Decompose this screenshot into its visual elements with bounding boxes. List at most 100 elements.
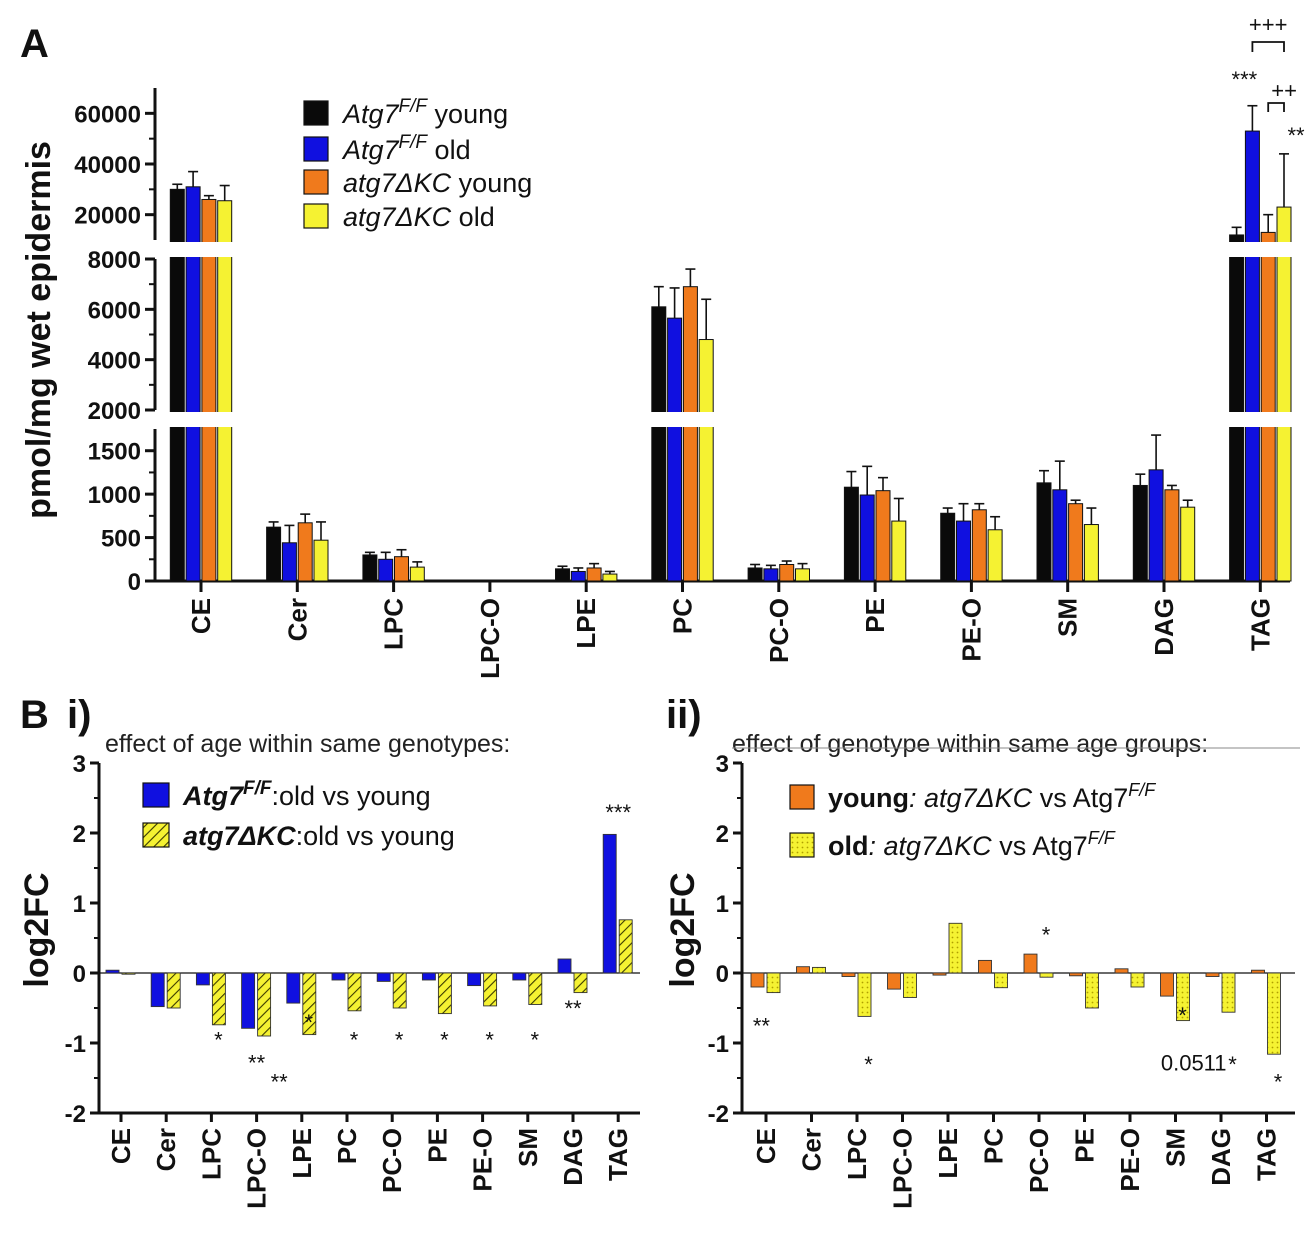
- chart-a-bar: [1229, 234, 1245, 582]
- chart-bi-legend-label: atg7ΔKC:old vs young: [183, 821, 455, 851]
- sig-label: **: [564, 996, 582, 1021]
- chart-bii-subtitle: effect of genotype within same age group…: [732, 730, 1208, 758]
- bar: [437, 972, 452, 1015]
- xtick-label: LPC: [842, 1128, 872, 1180]
- bar: [1069, 972, 1083, 977]
- ytick-label: 3: [73, 751, 86, 778]
- chart-a-legend-swatch: [303, 169, 329, 195]
- bar: [857, 972, 872, 1017]
- chart-a-bar: [747, 567, 763, 582]
- xtick-label: Cer: [797, 1128, 827, 1171]
- bar: [1130, 972, 1145, 988]
- chart-a-bar: [1132, 484, 1148, 582]
- xtick-label: DAG: [558, 1128, 588, 1186]
- chart-a-bar: [795, 568, 810, 582]
- bar: [903, 972, 917, 998]
- ytick-label: 0: [716, 961, 729, 988]
- bar: [750, 972, 765, 988]
- chart-bii-legend-swatch: [789, 832, 815, 858]
- sig-label: ***: [605, 800, 631, 825]
- bar: [1251, 969, 1265, 974]
- chart-a-xtick-label: PC-O: [764, 598, 794, 663]
- chart-a-bar: [651, 306, 667, 582]
- bar: [528, 972, 543, 1005]
- bar: [512, 972, 527, 981]
- bar: [467, 972, 482, 987]
- chart-a-xtick-label: PC: [668, 598, 698, 634]
- chart-a-bar: [313, 539, 329, 582]
- chart-bii: effect of genotype within same age group…: [664, 730, 1300, 1209]
- chart-a-bar: [217, 200, 233, 582]
- chart-a-bar: [1052, 489, 1068, 582]
- bar: [557, 958, 572, 974]
- chart-a-bar: [281, 542, 297, 582]
- bar: [286, 972, 301, 1004]
- ytick-label: -1: [708, 1031, 729, 1058]
- chart-a-ytick-label: 6000: [88, 297, 141, 324]
- chart-a-ytick-label: 40000: [74, 152, 141, 179]
- bar: [932, 972, 947, 976]
- ytick-label: 1: [716, 891, 729, 918]
- chart-bii-ylabel: log2FC: [664, 872, 702, 987]
- chart-a-legend-label: Atg7F/F young: [341, 96, 508, 129]
- chart-a-ytick-label: 500: [101, 526, 141, 553]
- chart-bi-legend-label: Atg7F/F:old vs young: [182, 778, 431, 811]
- bar: [376, 972, 391, 982]
- chart-a-bar: [1276, 206, 1292, 582]
- chart-a-ytick-label: 2000: [88, 398, 141, 425]
- sig-label: **: [753, 1014, 771, 1039]
- bar: [241, 972, 256, 1029]
- chart-a-bar: [506, 579, 522, 582]
- bar: [887, 972, 901, 990]
- chart-a-bar: [602, 573, 618, 582]
- chart-a-ytick-label: 4000: [88, 348, 141, 375]
- chart-bi-legend-swatch: [142, 782, 170, 808]
- ytick-label: -1: [65, 1031, 86, 1058]
- chart-a-xtick-label: Cer: [282, 598, 312, 641]
- ytick-label: 0: [73, 961, 86, 988]
- chart-a-bracket: [1251, 41, 1285, 52]
- chart-a-xtick-label: PE-O: [956, 598, 986, 662]
- chart-a: pmol/mg wet epidermis Atg7F/F youngAtg7F…: [20, 12, 1305, 679]
- bar: [195, 972, 210, 986]
- chart-a-ytick-label: 1000: [88, 482, 141, 509]
- sig-label: **: [271, 1070, 289, 1095]
- sig-label: *: [864, 1052, 873, 1077]
- bar: [421, 972, 436, 981]
- chart-a-ylabel: pmol/mg wet epidermis: [20, 141, 58, 519]
- panel-bii-label: ii): [666, 693, 702, 737]
- bar: [105, 969, 120, 974]
- chart-a-legend-label: atg7ΔKC old: [343, 202, 495, 232]
- bar: [1023, 953, 1038, 974]
- chart-a-bar: [971, 509, 987, 582]
- chart-a-bar: [394, 556, 409, 582]
- sig-label: *: [1228, 1052, 1237, 1077]
- bar: [1039, 972, 1054, 978]
- chart-a-sig-stars2: **: [1287, 123, 1305, 148]
- chart-bi-ylabel: log2FC: [18, 872, 56, 987]
- bar: [812, 966, 826, 974]
- sig-label: *: [531, 1028, 540, 1053]
- chart-a-bar: [1083, 524, 1099, 582]
- chart-a-bar: [378, 558, 394, 582]
- chart-bii-legend-label: young: atg7ΔKC vs Atg7F/F: [828, 780, 1156, 813]
- sig-label: **: [248, 1051, 266, 1076]
- chart-a-bar: [555, 568, 570, 582]
- sig-label: *: [350, 1028, 359, 1053]
- bar: [1176, 972, 1190, 1022]
- xtick-label: DAG: [1206, 1128, 1236, 1186]
- chart-a-bar: [875, 490, 891, 582]
- chart-a-bar: [570, 570, 586, 582]
- xtick-label: CE: [751, 1128, 781, 1164]
- chart-a-xtick-label: LPE: [571, 598, 601, 649]
- ytick-label: -2: [708, 1101, 729, 1128]
- bar: [166, 972, 181, 1009]
- chart-bi: effect of age within same genotypes: log…: [18, 730, 640, 1209]
- chart-a-bar: [409, 566, 425, 582]
- bar: [948, 922, 963, 974]
- bar: [1085, 972, 1099, 1009]
- bar: [618, 919, 633, 974]
- sig-label: 0.0511: [1161, 1051, 1227, 1076]
